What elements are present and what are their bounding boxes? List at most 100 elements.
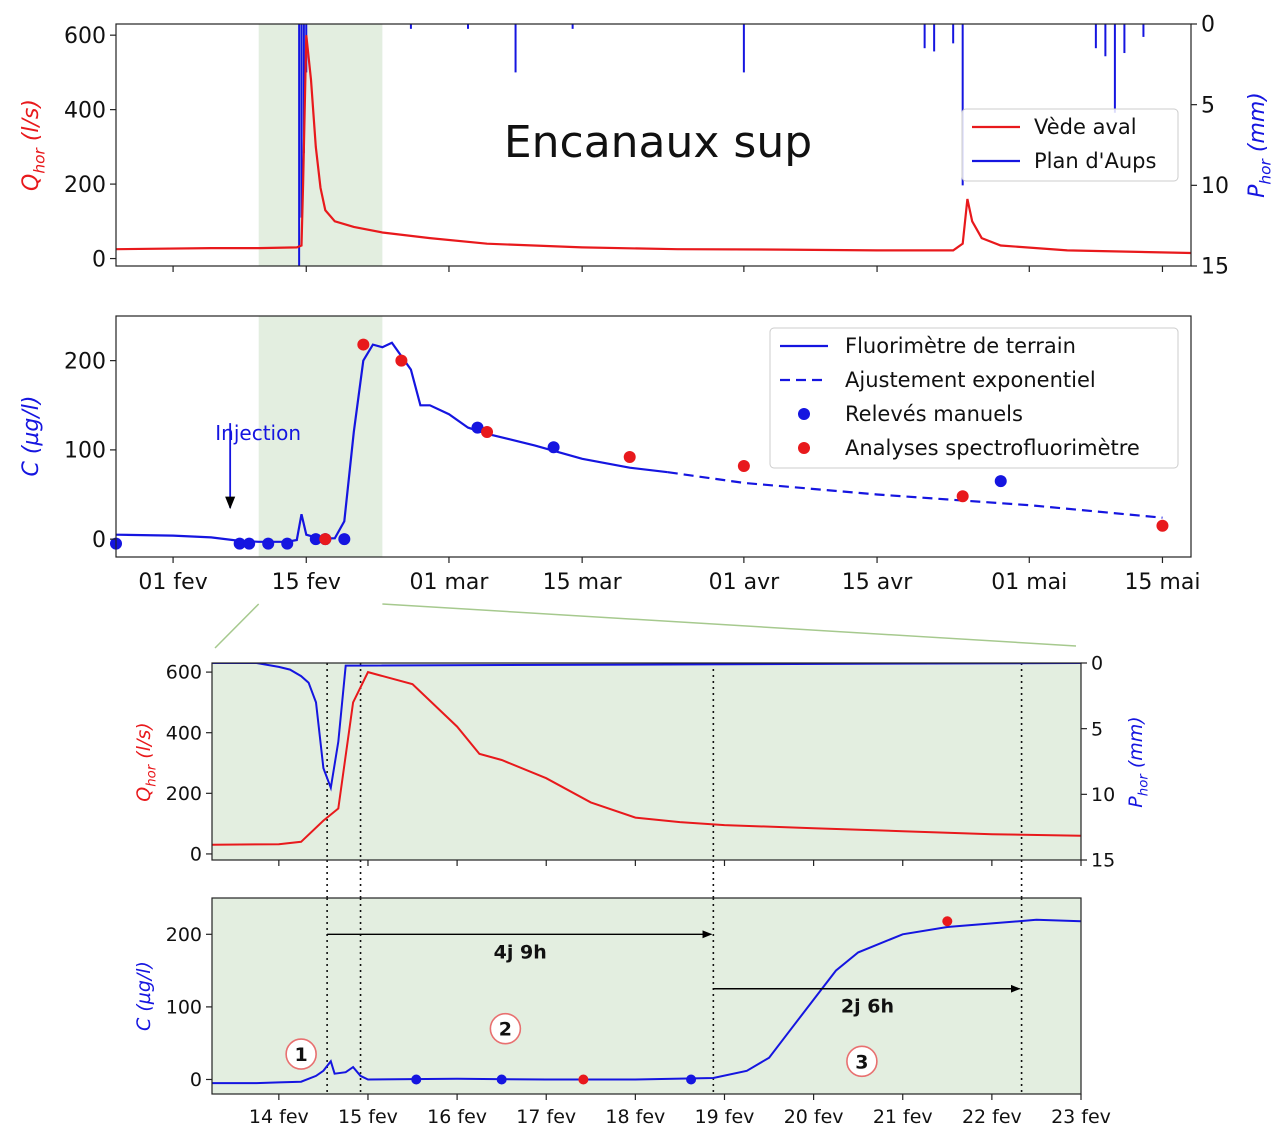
shaded-window [258, 24, 383, 266]
legend-label: Analyses spectrofluorimètre [845, 436, 1140, 460]
spectro-point [578, 1074, 589, 1085]
spectro-point [319, 533, 332, 546]
zoom-c-x-tick-label: 14 fev [249, 1106, 309, 1126]
manual-point [496, 1074, 507, 1085]
zoom-c-x-tick-label: 23 fev [1051, 1106, 1111, 1126]
chart-series [110, 24, 1191, 1085]
manual-point [233, 537, 246, 550]
top-right-tick-label: 10 [1201, 174, 1229, 199]
spectro-point [481, 426, 494, 439]
chart-title: Encanaux sup [504, 117, 812, 168]
middle-legend-box [769, 327, 1179, 469]
zoom-c-x-tick-label: 21 fev [873, 1106, 933, 1126]
middle-axis-label: C (µg/l) [19, 395, 44, 476]
zoom-connector [214, 603, 260, 649]
zoom-rain-line [212, 663, 1081, 792]
zoom-connector [382, 603, 1077, 647]
manual-point [338, 533, 351, 546]
fluorimeter-line [115, 341, 668, 543]
zoom-c-x-tick-label: 20 fev [784, 1106, 844, 1126]
zoom-c-tick-label: 0 [190, 1069, 202, 1091]
phase-marker [489, 1012, 522, 1045]
zoom-c-tick-label: 100 [166, 997, 202, 1019]
middle-frame [115, 315, 1192, 558]
middle-x-tick-label: 15 mai [1124, 570, 1200, 595]
top-right-tick-label: 15 [1201, 255, 1229, 280]
top-series-group [116, 24, 1191, 266]
middle-x-tick-label: 01 avr [709, 570, 780, 595]
top-left-tick-label: 600 [64, 24, 106, 49]
interval-label: 4j 9h [494, 941, 547, 963]
phase-marker [285, 1038, 317, 1070]
zoom-discharge-line [212, 670, 1081, 846]
top-left-axis-label: Qhor (l/s) [19, 99, 49, 191]
phase-label: 3 [855, 1051, 868, 1073]
middle-x-tick-label: 15 fev [272, 570, 341, 595]
manual-point [547, 441, 560, 454]
spectro-point [623, 451, 636, 464]
manual-point [411, 1074, 422, 1085]
zoom-c-tick-label: 200 [166, 924, 202, 946]
legend-label: Fluorimètre de terrain [845, 334, 1076, 358]
injection-label: Injection [215, 421, 301, 445]
zoom-q-tick-label: 600 [166, 662, 202, 684]
top-right-tick-label: 0 [1201, 13, 1215, 38]
reference-lines [326, 663, 1023, 1094]
manual-point [262, 537, 275, 550]
zoom-c-x-tick-label: 16 fev [427, 1106, 487, 1126]
spectro-point [956, 490, 969, 503]
zoom-concentration-frame [211, 897, 1082, 1095]
spectro-point [942, 916, 953, 927]
spectro-point [737, 459, 750, 472]
manual-point [994, 475, 1007, 488]
manual-point [471, 421, 484, 434]
legend-swatch [798, 442, 810, 454]
manual-point [309, 533, 322, 546]
fit-line [667, 471, 1163, 519]
middle-x-tick-label: 01 mar [409, 570, 489, 595]
spectro-point [357, 338, 370, 351]
manual-point [243, 537, 256, 550]
zoom-p-tick-label: 10 [1091, 784, 1115, 806]
middle-x-tick-label: 01 mai [991, 570, 1067, 595]
middle-left-tick-label: 100 [64, 439, 106, 464]
zoom-q-tick-label: 200 [166, 783, 202, 805]
legend-swatch [798, 408, 810, 420]
zoom-p-tick-label: 5 [1091, 718, 1103, 740]
zoom-p-tick-label: 15 [1091, 850, 1115, 872]
legend-label: Plan d'Aups [1034, 149, 1156, 173]
manual-point [281, 537, 294, 550]
zoom-background [212, 898, 1081, 1094]
zoom-q-tick-label: 400 [166, 722, 202, 744]
top-frame [115, 23, 1192, 267]
middle-left-tick-label: 0 [92, 528, 106, 553]
discharge-line [116, 35, 1191, 255]
zoom-c-x-tick-label: 15 fev [338, 1106, 398, 1126]
phase-marker [846, 1045, 878, 1078]
shaded-periods [212, 24, 1081, 1094]
zoom-right-axis-label: Phor (mm) [1125, 716, 1152, 807]
legend-label: Relevés manuels [845, 402, 1023, 426]
phase-label: 1 [295, 1044, 308, 1066]
zoom-c-x-tick-label: 19 fev [695, 1106, 755, 1126]
spectro-point [395, 354, 408, 367]
spectro-point [1156, 519, 1169, 532]
top-left-tick-label: 0 [92, 247, 106, 272]
zoom-c-x-tick-label: 18 fev [605, 1106, 665, 1126]
middle-left-tick-label: 200 [64, 349, 106, 374]
shaded-window [258, 316, 383, 557]
zoom-q-tick-label: 0 [190, 844, 202, 866]
zoom-c-x-tick-label: 17 fev [516, 1106, 576, 1126]
axes [110, 23, 1197, 1100]
interval-label: 2j 6h [841, 996, 894, 1018]
top-left-tick-label: 200 [64, 173, 106, 198]
zoom-concentration-axis-label: C (µg/l) [133, 961, 155, 1031]
zoom-left-axis-label: Qhor (l/s) [133, 722, 160, 801]
legend-label: Vède aval [1034, 115, 1137, 139]
legend-label: Ajustement exponentiel [845, 368, 1096, 392]
zoom-c-x-tick-label: 22 fev [962, 1106, 1022, 1126]
top-right-tick-label: 5 [1201, 93, 1215, 118]
middle-x-tick-label: 15 avr [842, 570, 913, 595]
